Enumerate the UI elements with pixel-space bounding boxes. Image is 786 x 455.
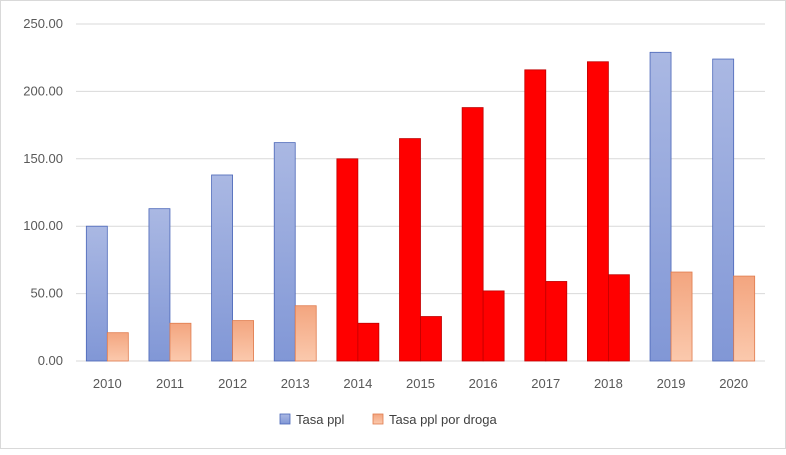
- bar-tasa-ppl-por-droga-2013: [294, 305, 317, 362]
- x-tick-label: 2018: [594, 376, 623, 391]
- bar-tasa-ppl-por-droga-2012: [232, 320, 254, 362]
- y-tick-label: 50.00: [30, 286, 63, 301]
- y-axis-ticks: 0.00 50.00 100.00 150.00 200.00 250.00: [23, 16, 63, 368]
- bar-tasa-ppl-2011: [148, 208, 171, 362]
- legend-swatch-tasa-ppl-por-droga: [372, 413, 384, 425]
- y-tick-label: 250.00: [23, 16, 63, 31]
- bar-tasa-ppl-2012: [211, 174, 233, 362]
- x-tick-label: 2016: [469, 376, 498, 391]
- x-axis-ticks: 2010 2011 2012 2013 2014 2015 2016 2017 2018 2019…: [93, 376, 748, 391]
- bars: [85, 51, 756, 362]
- legend: Tasa ppl Tasa ppl por droga: [279, 412, 497, 427]
- bar-tasa-ppl-por-droga-2014: [357, 322, 380, 362]
- y-tick-label: 0.00: [38, 353, 63, 368]
- bar-tasa-ppl-por-droga-2011: [169, 322, 192, 362]
- bar-tasa-ppl-por-droga-2018: [608, 274, 630, 362]
- x-tick-label: 2014: [343, 376, 372, 391]
- bar-tasa-ppl-por-droga-2019: [670, 271, 693, 362]
- bar-tasa-ppl-2018: [587, 61, 609, 362]
- y-tick-label: 100.00: [23, 218, 63, 233]
- bar-tasa-ppl-2013: [273, 142, 296, 362]
- y-tick-label: 200.00: [23, 83, 63, 98]
- bar-tasa-ppl-por-droga-2020: [733, 275, 756, 362]
- bar-tasa-ppl-por-droga-2017: [545, 281, 568, 362]
- bar-tasa-ppl-2019: [649, 51, 672, 362]
- x-tick-label: 2015: [406, 376, 435, 391]
- bar-tasa-ppl-2017: [524, 69, 547, 362]
- legend-label-tasa-ppl-por-droga: Tasa ppl por droga: [389, 412, 497, 427]
- bar-tasa-ppl-por-droga-2010: [106, 332, 129, 362]
- x-tick-label: 2011: [156, 376, 184, 391]
- legend-swatch-tasa-ppl: [279, 413, 291, 425]
- bar-tasa-ppl-por-droga-2015: [420, 316, 442, 362]
- y-tick-label: 150.00: [23, 151, 63, 166]
- x-tick-label: 2019: [657, 376, 686, 391]
- bar-tasa-ppl-2010: [85, 225, 108, 362]
- x-tick-label: 2012: [218, 376, 247, 391]
- bar-tasa-ppl-por-droga-2016: [482, 290, 505, 362]
- bar-tasa-ppl-2020: [712, 58, 735, 362]
- bar-tasa-ppl-2015: [399, 138, 421, 362]
- x-tick-label: 2020: [719, 376, 748, 391]
- bar-tasa-ppl-2016: [461, 107, 484, 362]
- bar-tasa-ppl-2014: [336, 158, 359, 362]
- legend-label-tasa-ppl: Tasa ppl: [296, 412, 345, 427]
- x-tick-label: 2017: [531, 376, 560, 391]
- x-tick-label: 2013: [281, 376, 310, 391]
- x-tick-label: 2010: [93, 376, 122, 391]
